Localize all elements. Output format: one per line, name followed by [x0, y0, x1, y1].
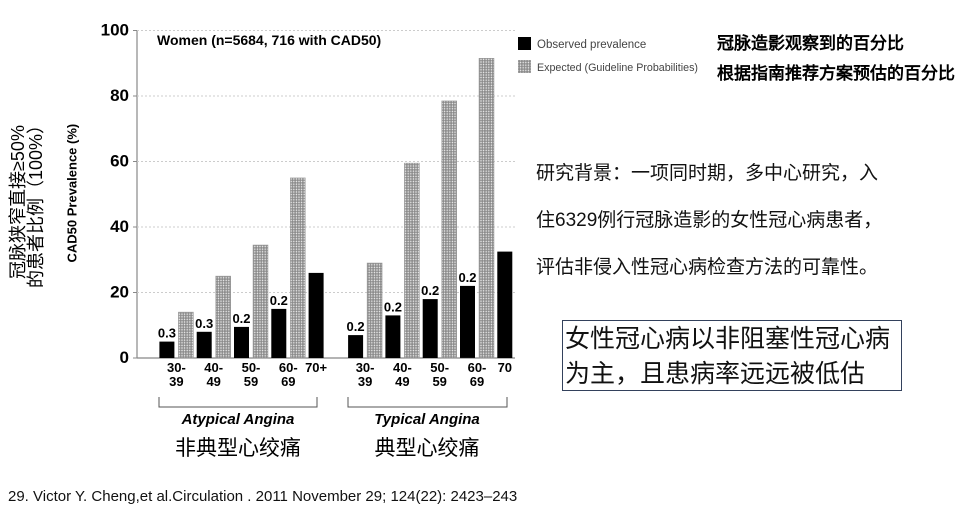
svg-text:0: 0: [120, 348, 129, 367]
svg-text:100: 100: [101, 21, 129, 40]
svg-text:60-: 60-: [468, 360, 487, 375]
svg-text:Typical Angina: Typical Angina: [374, 411, 480, 428]
svg-text:0.3: 0.3: [158, 326, 176, 341]
svg-text:0.2: 0.2: [384, 299, 402, 314]
svg-text:50-: 50-: [242, 360, 261, 375]
svg-text:69: 69: [281, 374, 295, 389]
svg-text:59: 59: [432, 374, 446, 389]
svg-text:0.2: 0.2: [270, 293, 288, 308]
svg-text:30-: 30-: [356, 360, 375, 375]
svg-text:59: 59: [244, 374, 258, 389]
svg-text:39: 39: [169, 374, 183, 389]
svg-text:70+: 70+: [305, 360, 327, 375]
svg-text:50-: 50-: [430, 360, 449, 375]
svg-text:70: 70: [498, 360, 512, 375]
svg-text:非典型心绞痛: 非典型心绞痛: [175, 437, 301, 457]
svg-text:40-: 40-: [204, 360, 223, 375]
svg-text:60-: 60-: [279, 360, 298, 375]
svg-text:典型心绞痛: 典型心绞痛: [375, 437, 480, 457]
svg-text:0.2: 0.2: [458, 270, 476, 285]
svg-text:0.3: 0.3: [195, 316, 213, 331]
svg-text:49: 49: [206, 374, 220, 389]
svg-text:0.2: 0.2: [347, 319, 365, 334]
svg-text:30-: 30-: [167, 360, 186, 375]
svg-text:40: 40: [110, 217, 129, 236]
svg-text:0.2: 0.2: [232, 311, 250, 326]
svg-text:Atypical Angina: Atypical Angina: [181, 411, 295, 428]
svg-text:80: 80: [110, 86, 129, 105]
svg-text:39: 39: [358, 374, 372, 389]
svg-text:49: 49: [395, 374, 409, 389]
svg-text:20: 20: [110, 283, 129, 302]
svg-text:0.2: 0.2: [421, 283, 439, 298]
svg-text:40-: 40-: [393, 360, 412, 375]
svg-text:60: 60: [110, 152, 129, 171]
svg-text:69: 69: [470, 374, 484, 389]
